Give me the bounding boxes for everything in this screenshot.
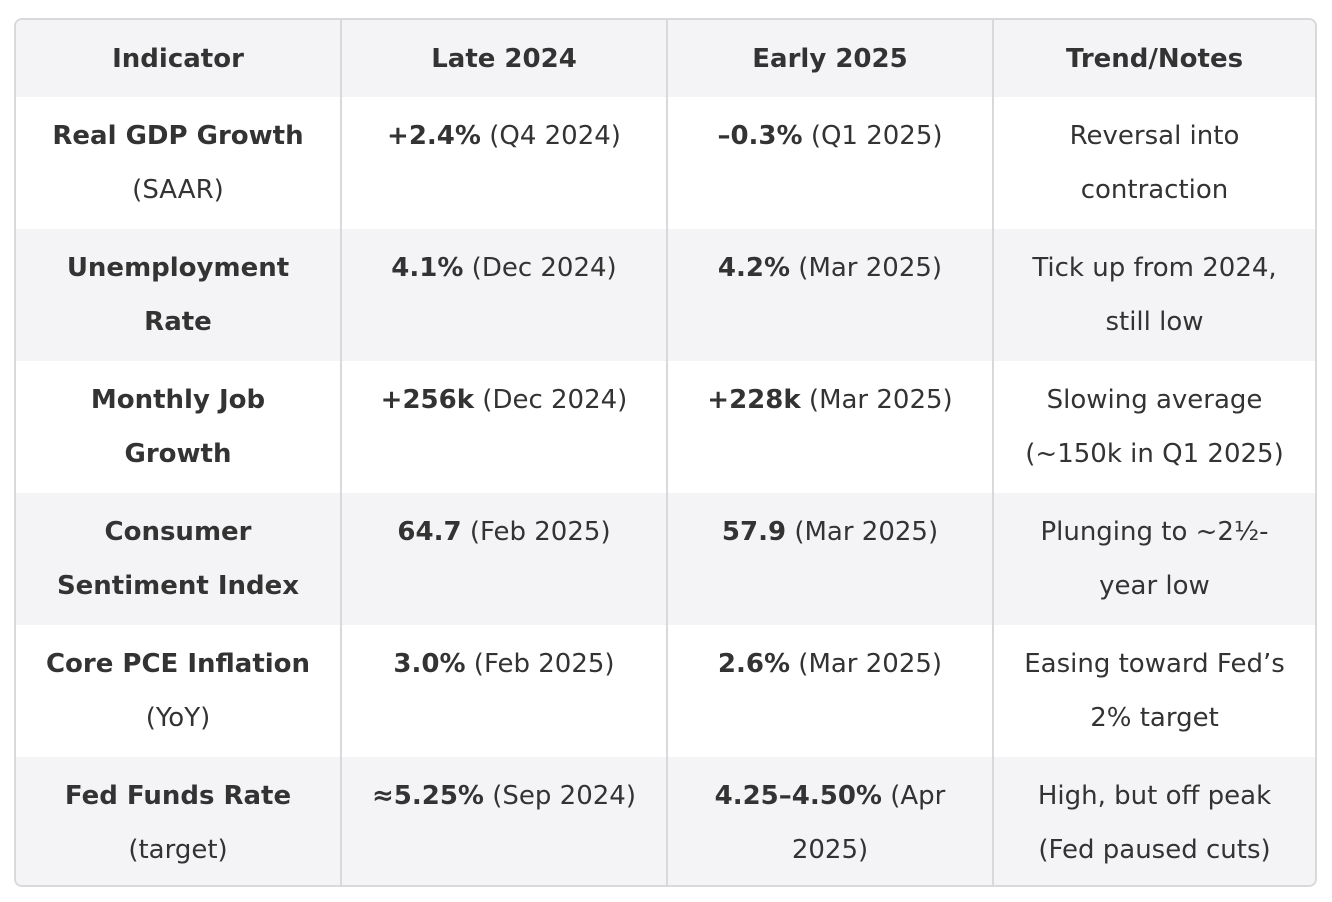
early-2025-cell: 57.9 (Mar 2025) [667,493,994,625]
header-indicator: Indicator [16,20,342,97]
late-value: +2.4% [387,121,481,151]
indicator-cell: Unemployment Rate [16,229,342,361]
indicator-name: Fed Funds Rate [64,781,292,811]
trend-notes-cell: Reversal into contraction [993,97,1315,229]
economic-indicators-table: Indicator Late 2024 Early 2025 Trend/Not… [16,20,1315,885]
late-2024-cell: ≈5.25% (Sep 2024) [341,757,668,885]
early-2025-cell: +228k (Mar 2025) [667,361,994,493]
late-value: 64.7 [397,517,462,547]
late-value: 3.0% [393,649,466,679]
header-early-2025: Early 2025 [667,20,994,97]
trend-notes-cell: Plunging to ~2½-year low [993,493,1315,625]
early-value: –0.3% [717,121,803,151]
indicator-cell: Core PCE Inflation (YoY) [16,625,342,757]
indicator-name: Real GDP Growth [52,121,304,151]
early-note: (Apr 2025) [791,781,946,865]
late-2024-cell: +2.4% (Q4 2024) [341,97,668,229]
trend-notes-cell: High, but off peak (Fed paused cuts) [993,757,1315,885]
indicator-cell: Fed Funds Rate (target) [16,757,342,885]
early-note: (Mar 2025) [798,253,943,283]
early-value: 4.25–4.50% [714,781,882,811]
early-note: (Mar 2025) [798,649,943,679]
late-value: +256k [380,385,475,415]
table-row: Fed Funds Rate (target) ≈5.25% (Sep 2024)… [16,757,1315,885]
table-row: Unemployment Rate 4.1% (Dec 2024) 4.2% (… [16,229,1315,361]
table-row: Consumer Sentiment Index 64.7 (Feb 2025)… [16,493,1315,625]
late-2024-cell: 4.1% (Dec 2024) [341,229,668,361]
early-2025-cell: 4.25–4.50% (Apr 2025) [667,757,994,885]
indicator-name: Core PCE Inflation [45,649,311,679]
trend-notes-cell: Easing toward Fed’s 2% target [993,625,1315,757]
indicator-name: Monthly Job Growth [90,385,266,469]
table-row: Core PCE Inflation (YoY) 3.0% (Feb 2025) … [16,625,1315,757]
indicator-name: Consumer Sentiment Index [56,517,300,601]
early-value: +228k [707,385,801,415]
late-2024-cell: 3.0% (Feb 2025) [341,625,668,757]
early-note: (Mar 2025) [808,385,953,415]
early-note: (Q1 2025) [810,121,943,151]
table-row: Monthly Job Growth +256k (Dec 2024) +228… [16,361,1315,493]
late-value: ≈5.25% [372,781,484,811]
trend-notes-cell: Tick up from 2024, still low [993,229,1315,361]
trend-notes-cell: Slowing average (~150k in Q1 2025) [993,361,1315,493]
early-2025-cell: –0.3% (Q1 2025) [667,97,994,229]
early-2025-cell: 4.2% (Mar 2025) [667,229,994,361]
late-2024-cell: +256k (Dec 2024) [341,361,668,493]
indicator-subtitle: (YoY) [145,703,211,733]
indicator-cell: Consumer Sentiment Index [16,493,342,625]
table-row: Real GDP Growth (SAAR) +2.4% (Q4 2024) –0… [16,97,1315,229]
late-note: (Sep 2024) [492,781,636,811]
late-note: (Q4 2024) [489,121,621,151]
early-value: 4.2% [717,253,791,283]
late-note: (Feb 2025) [473,649,615,679]
indicator-cell: Monthly Job Growth [16,361,342,493]
table-header-row: Indicator Late 2024 Early 2025 Trend/Not… [16,20,1315,97]
early-2025-cell: 2.6% (Mar 2025) [667,625,994,757]
late-2024-cell: 64.7 (Feb 2025) [341,493,668,625]
late-note: (Feb 2025) [469,517,611,547]
header-late-2024: Late 2024 [341,20,668,97]
indicators-table-container: Indicator Late 2024 Early 2025 Trend/Not… [14,18,1317,887]
header-trend-notes: Trend/Notes [993,20,1315,97]
indicator-name: Unemployment Rate [66,253,290,337]
indicator-subtitle: (target) [128,835,228,865]
indicator-cell: Real GDP Growth (SAAR) [16,97,342,229]
early-note: (Mar 2025) [794,517,939,547]
early-value: 2.6% [717,649,791,679]
late-note: (Dec 2024) [471,253,617,283]
indicator-subtitle: (SAAR) [132,175,224,205]
late-value: 4.1% [391,253,464,283]
early-value: 57.9 [721,517,787,547]
late-note: (Dec 2024) [482,385,628,415]
